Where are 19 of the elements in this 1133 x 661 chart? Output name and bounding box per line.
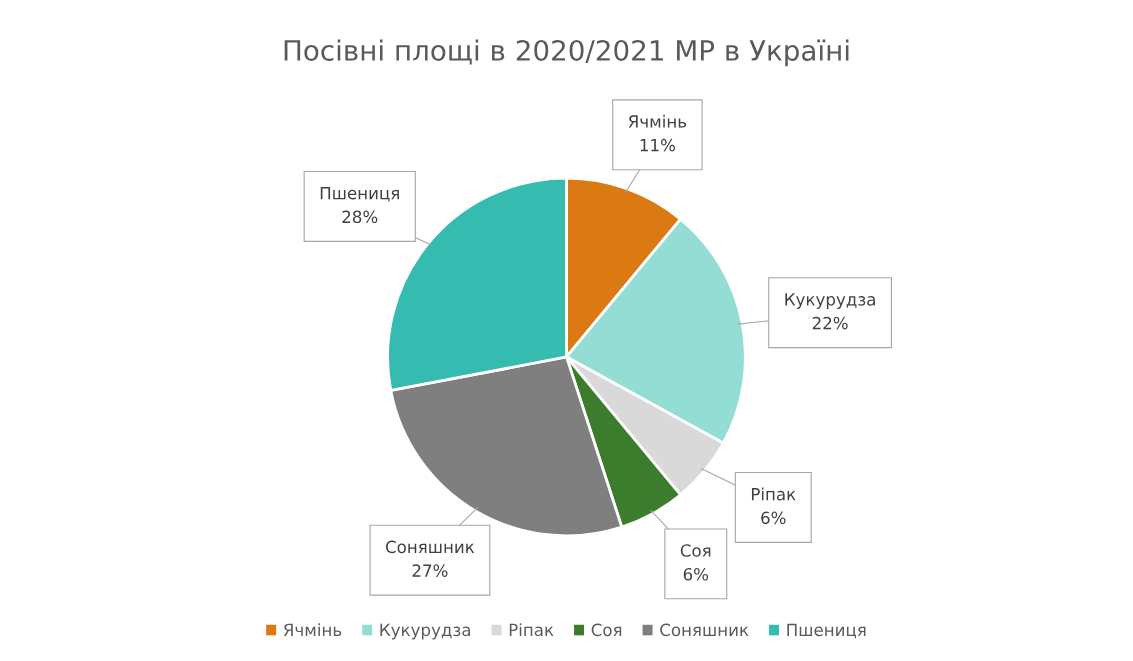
data-label: 28% — [342, 210, 378, 224]
chart-title: Посівні площі в 2020/2021 МР в Україні — [284, 39, 849, 67]
slice-label: Пшениця — [320, 187, 399, 202]
legend-label: Пшениця — [787, 623, 866, 639]
data-label: 11% — [640, 138, 675, 152]
data-label: 22% — [812, 316, 848, 330]
slice-label: Кукурудза — [785, 293, 875, 309]
legend-label: Ріпак — [509, 623, 554, 637]
slice-label: Ячмінь — [628, 114, 687, 128]
legend-label: Кукурудза — [380, 623, 470, 640]
legend-label: Ячмінь — [283, 623, 342, 636]
legend-label: Соя — [591, 623, 622, 637]
slice-label: Соняшник — [385, 540, 475, 554]
data-label: 6% — [683, 567, 709, 581]
slice-label: Ріпак — [751, 487, 796, 501]
slice-label: Соя — [680, 544, 711, 557]
data-label: 27% — [412, 564, 448, 577]
legend-label: Соняшник — [660, 623, 749, 637]
data-label: 6% — [761, 511, 786, 525]
